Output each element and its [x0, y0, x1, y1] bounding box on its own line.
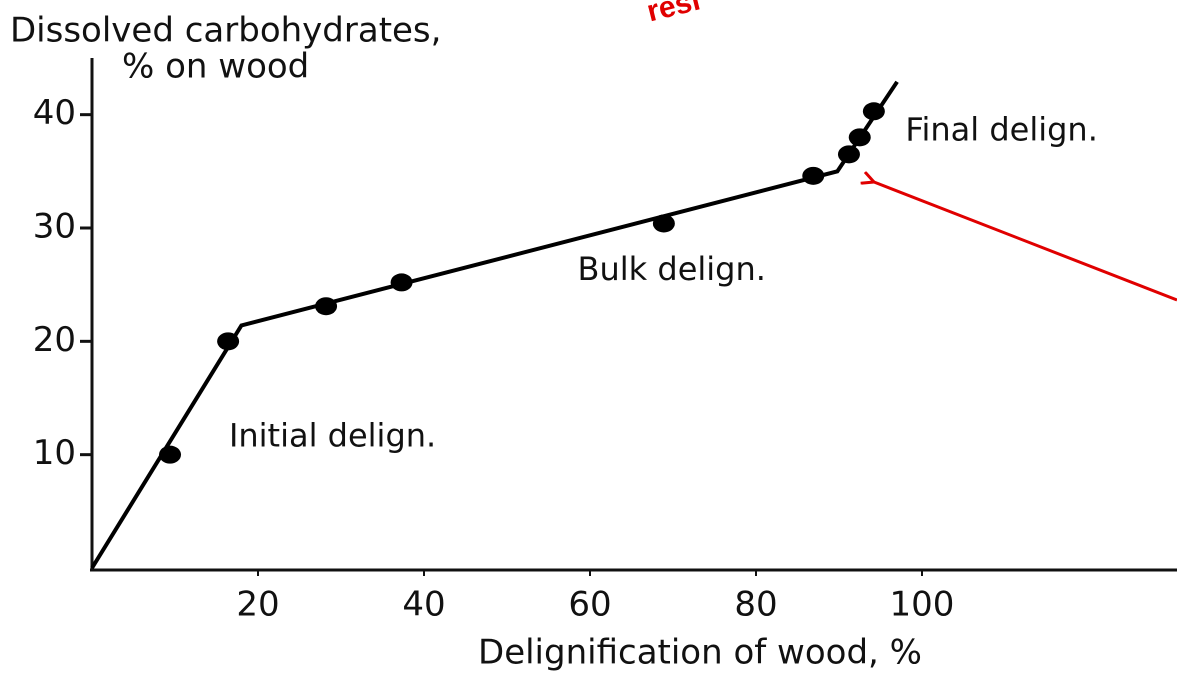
- point: [390, 273, 413, 292]
- point: [837, 145, 860, 164]
- x-tick-label: 80: [734, 585, 777, 625]
- callout-text: resi: [644, 0, 704, 28]
- callout-arrow: [874, 182, 1177, 302]
- annotation: Initial delign.: [229, 417, 436, 455]
- x-axis-title: Delignification of wood, %: [478, 633, 922, 673]
- point: [217, 332, 240, 351]
- y-tick-label: 30: [33, 207, 76, 247]
- x-tick-label: 40: [402, 585, 445, 625]
- x-tick-label: 20: [236, 585, 279, 625]
- y-axis-title: % on wood: [122, 47, 309, 87]
- annotation: Final delign.: [905, 111, 1097, 149]
- y-tick-label: 20: [33, 320, 76, 360]
- y-axis-title: Dissolved carbohydrates,: [10, 11, 441, 51]
- point: [802, 166, 825, 185]
- point: [315, 297, 338, 316]
- point: [848, 128, 871, 147]
- y-tick-label: 40: [33, 93, 76, 133]
- x-tick-label: 60: [568, 585, 611, 625]
- x-tick-label: 100: [890, 585, 955, 625]
- point: [159, 445, 182, 464]
- point: [652, 214, 675, 233]
- annotation: Bulk delign.: [578, 250, 766, 288]
- fit-line: [90, 80, 899, 570]
- point: [862, 102, 885, 121]
- y-tick-label: 10: [33, 433, 76, 473]
